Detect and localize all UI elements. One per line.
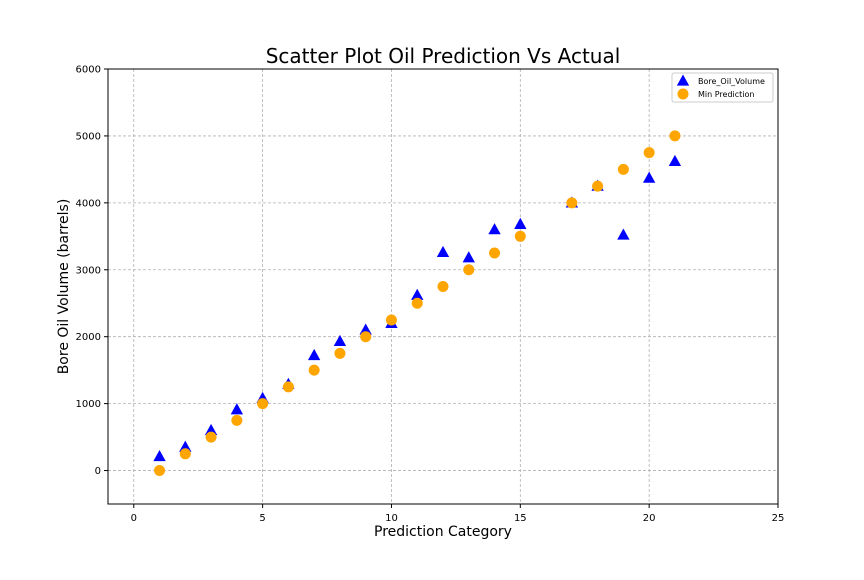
actual-point xyxy=(307,348,321,361)
prediction-point xyxy=(617,163,629,175)
y-tick-label: 3000 xyxy=(76,265,101,276)
x-tick-label: 15 xyxy=(514,513,527,524)
actual-point xyxy=(488,223,501,235)
actual-point xyxy=(617,228,630,240)
legend-marker-actual xyxy=(676,74,690,86)
x-tick-label: 5 xyxy=(259,513,265,524)
x-tick-label: 25 xyxy=(772,513,785,524)
chart-title: Scatter Plot Oil Prediction Vs Actual xyxy=(266,44,621,68)
y-axis-label: Bore Oil Volume (barrels) xyxy=(56,199,72,375)
prediction-point xyxy=(489,247,501,259)
y-tick-label: 1000 xyxy=(76,399,101,410)
actual-point xyxy=(462,251,475,263)
y-tick-label: 6000 xyxy=(76,65,101,76)
prediction-point xyxy=(334,347,346,359)
legend: Bore_Oil_Volume Min Prediction xyxy=(671,72,774,103)
legend-label: Min Prediction xyxy=(698,90,754,99)
actual-point xyxy=(204,423,218,436)
data-points xyxy=(153,130,682,477)
actual-point xyxy=(153,449,166,462)
legend-box xyxy=(671,72,774,103)
actual-point xyxy=(642,171,656,183)
prediction-point xyxy=(179,448,191,460)
prediction-point xyxy=(205,431,217,443)
x-tick-label: 0 xyxy=(131,513,137,524)
legend-label: Bore_Oil_Volume xyxy=(698,77,765,86)
prediction-point xyxy=(643,147,655,159)
actual-point xyxy=(230,403,244,415)
actual-point xyxy=(359,323,372,335)
prediction-point xyxy=(592,180,604,192)
prediction-point xyxy=(514,230,526,242)
prediction-point xyxy=(231,414,243,426)
prediction-point xyxy=(411,297,423,309)
prediction-point xyxy=(282,381,294,393)
prediction-point xyxy=(437,281,449,292)
y-tick-label: 5000 xyxy=(76,131,101,142)
actual-point xyxy=(411,288,424,300)
prediction-point xyxy=(463,264,475,276)
y-tick-label: 4000 xyxy=(76,198,101,209)
plot-area-frame xyxy=(107,68,779,505)
actual-point xyxy=(514,217,527,229)
x-axis-label: Prediction Category xyxy=(374,524,512,540)
y-tick-label: 0 xyxy=(95,466,101,477)
actual-point xyxy=(333,334,347,347)
actual-point xyxy=(436,245,450,258)
prediction-point xyxy=(669,130,681,142)
prediction-point xyxy=(360,331,372,343)
prediction-point xyxy=(308,364,320,376)
axis-ticks: 0 5 10 15 20 25 0 1000 2000 3000 4000 5000 6000 xyxy=(76,65,785,525)
actual-point xyxy=(668,154,682,167)
prediction-point xyxy=(154,465,166,477)
legend-marker-prediction xyxy=(677,88,689,100)
prediction-point xyxy=(385,314,397,326)
actual-point xyxy=(179,440,192,452)
y-tick-label: 2000 xyxy=(76,332,101,343)
x-tick-label: 20 xyxy=(643,513,656,524)
x-tick-label: 10 xyxy=(385,513,398,524)
prediction-point xyxy=(257,398,269,410)
prediction-point xyxy=(566,197,578,209)
